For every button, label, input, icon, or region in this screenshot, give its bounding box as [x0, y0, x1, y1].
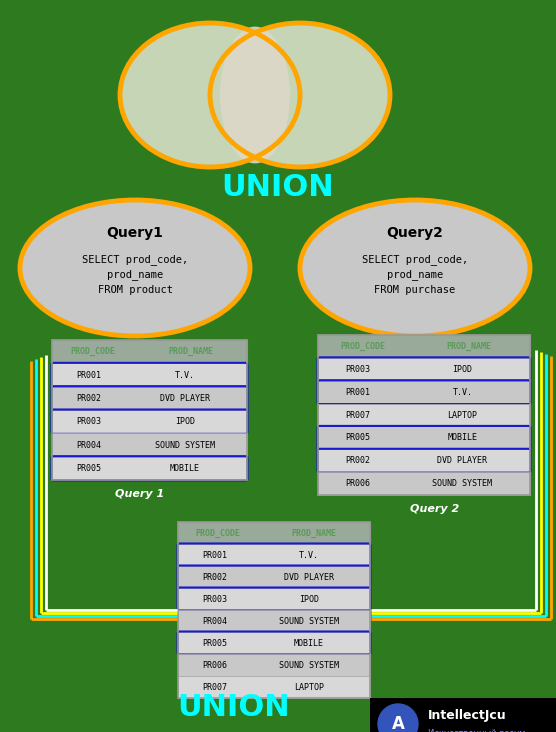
Text: PR003: PR003 — [346, 365, 370, 374]
FancyBboxPatch shape — [318, 358, 530, 381]
Text: PR006: PR006 — [346, 479, 370, 488]
Ellipse shape — [210, 23, 390, 167]
Text: Query 2: Query 2 — [410, 504, 459, 514]
Text: Query2: Query2 — [386, 226, 444, 240]
Text: MOBILE: MOBILE — [448, 433, 478, 442]
Ellipse shape — [120, 23, 300, 167]
Text: prod_name: prod_name — [107, 269, 163, 280]
Text: Query1: Query1 — [107, 226, 163, 240]
Text: Искусственный разум: Искусственный разум — [428, 730, 525, 732]
FancyBboxPatch shape — [318, 381, 530, 403]
FancyBboxPatch shape — [318, 403, 530, 427]
Text: MOBILE: MOBILE — [170, 464, 200, 473]
Text: PROD_CODE: PROD_CODE — [196, 529, 241, 537]
FancyBboxPatch shape — [178, 610, 370, 632]
Circle shape — [378, 704, 418, 732]
Ellipse shape — [220, 26, 290, 163]
FancyBboxPatch shape — [52, 433, 247, 457]
Text: IntellectJcu: IntellectJcu — [428, 709, 507, 722]
Text: SOUND SYSTEM: SOUND SYSTEM — [279, 616, 339, 626]
Text: Query 1: Query 1 — [115, 489, 165, 499]
FancyBboxPatch shape — [178, 588, 370, 610]
Text: T.V.: T.V. — [299, 550, 319, 559]
FancyBboxPatch shape — [318, 427, 530, 449]
Text: PR001: PR001 — [202, 550, 227, 559]
FancyBboxPatch shape — [178, 632, 370, 654]
FancyBboxPatch shape — [52, 410, 247, 433]
Text: PROD_CODE: PROD_CODE — [340, 342, 385, 351]
FancyBboxPatch shape — [178, 654, 370, 676]
Text: PR002: PR002 — [202, 572, 227, 581]
Text: PROD_CODE: PROD_CODE — [71, 347, 116, 356]
Text: FROM product: FROM product — [97, 285, 172, 295]
Text: PR003: PR003 — [202, 594, 227, 603]
Text: IPOD: IPOD — [175, 417, 195, 426]
Text: PR004: PR004 — [202, 616, 227, 626]
Text: PROD_NAME: PROD_NAME — [292, 529, 337, 537]
Text: prod_name: prod_name — [387, 269, 443, 280]
Text: UNION: UNION — [177, 693, 290, 722]
FancyBboxPatch shape — [178, 676, 370, 698]
FancyBboxPatch shape — [318, 335, 530, 358]
FancyBboxPatch shape — [52, 340, 247, 363]
Text: PR001: PR001 — [346, 388, 370, 397]
FancyBboxPatch shape — [52, 457, 247, 480]
Text: IPOD: IPOD — [453, 365, 473, 374]
Text: SELECT prod_code,: SELECT prod_code, — [82, 255, 188, 266]
Text: PR005: PR005 — [76, 464, 101, 473]
Text: PR007: PR007 — [202, 682, 227, 692]
FancyBboxPatch shape — [318, 472, 530, 495]
Text: IPOD: IPOD — [299, 594, 319, 603]
Text: DVD PLAYER: DVD PLAYER — [160, 394, 210, 403]
FancyBboxPatch shape — [178, 522, 370, 544]
FancyBboxPatch shape — [52, 386, 247, 410]
FancyBboxPatch shape — [318, 449, 530, 472]
Text: MOBILE: MOBILE — [294, 638, 324, 648]
Text: DVD PLAYER: DVD PLAYER — [438, 456, 488, 466]
Text: PR002: PR002 — [346, 456, 370, 466]
Text: PR004: PR004 — [76, 441, 101, 449]
FancyBboxPatch shape — [370, 698, 556, 732]
Text: PR006: PR006 — [202, 660, 227, 670]
Text: PR001: PR001 — [76, 370, 101, 379]
Text: SOUND SYSTEM: SOUND SYSTEM — [155, 441, 215, 449]
Text: T.V.: T.V. — [175, 370, 195, 379]
Text: LAPTOP: LAPTOP — [294, 682, 324, 692]
Ellipse shape — [300, 200, 530, 336]
Text: PROD_NAME: PROD_NAME — [446, 342, 491, 351]
Text: DVD PLAYER: DVD PLAYER — [284, 572, 334, 581]
Text: SOUND SYSTEM: SOUND SYSTEM — [279, 660, 339, 670]
Text: PR002: PR002 — [76, 394, 101, 403]
Text: LAPTOP: LAPTOP — [448, 411, 478, 419]
FancyBboxPatch shape — [52, 363, 247, 386]
Text: SELECT prod_code,: SELECT prod_code, — [362, 255, 468, 266]
Text: SOUND SYSTEM: SOUND SYSTEM — [433, 479, 493, 488]
FancyBboxPatch shape — [178, 566, 370, 588]
Text: UNION: UNION — [222, 173, 334, 203]
Text: PROD_NAME: PROD_NAME — [168, 347, 213, 356]
Text: FROM purchase: FROM purchase — [374, 285, 455, 295]
Text: PR005: PR005 — [202, 638, 227, 648]
Text: A: A — [391, 715, 404, 732]
Text: T.V.: T.V. — [453, 388, 473, 397]
FancyBboxPatch shape — [178, 544, 370, 566]
Text: PR007: PR007 — [346, 411, 370, 419]
Text: PR003: PR003 — [76, 417, 101, 426]
Text: PR005: PR005 — [346, 433, 370, 442]
Ellipse shape — [20, 200, 250, 336]
